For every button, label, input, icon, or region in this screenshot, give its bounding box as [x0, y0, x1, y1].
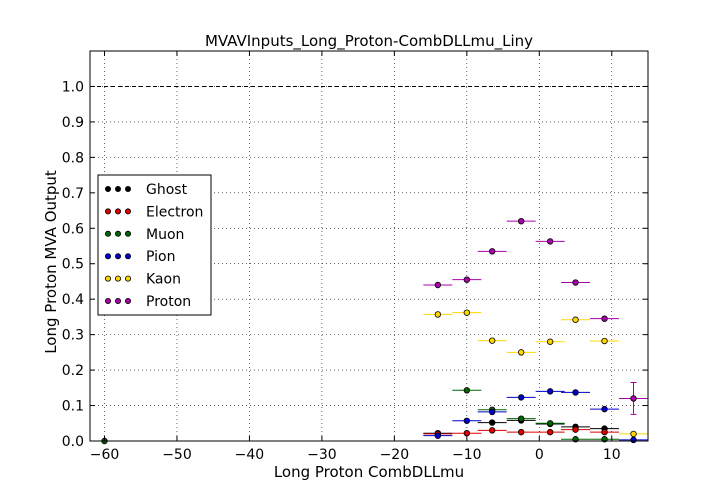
series-electron — [423, 426, 620, 438]
y-tick-label: 0.4 — [62, 292, 84, 308]
kaon-point — [463, 309, 471, 316]
legend-marker — [125, 230, 132, 237]
legend-marker — [115, 253, 122, 260]
pion-point — [463, 417, 471, 424]
proton-point — [517, 217, 525, 225]
legend-item-proton: Proton — [105, 294, 191, 310]
legend-marker — [125, 275, 132, 282]
legend-item-kaon: Kaon — [105, 272, 181, 288]
y-axis-title: Long Proton MVA Output — [42, 170, 60, 354]
x-tick-label: −60 — [90, 447, 120, 463]
kaon-point — [630, 430, 637, 438]
legend-marker — [105, 297, 112, 304]
kaon-point — [517, 349, 525, 356]
x-axis-title: Long Proton CombDLLmu — [274, 463, 464, 481]
pion-point — [630, 436, 637, 444]
series-muon — [90, 387, 620, 445]
electron-point — [546, 428, 554, 436]
legend-marker — [125, 253, 132, 260]
legend-item-muon: Muon — [105, 227, 184, 243]
kaon-point — [546, 338, 554, 345]
legend: Ghost Electron Muon Pion Kaon Proton — [97, 174, 212, 316]
y-tick-label: 0.3 — [62, 328, 84, 344]
y-tick-label: 0.5 — [62, 257, 84, 273]
legend-marker — [105, 208, 112, 215]
legend-label: Muon — [146, 227, 184, 243]
y-tick-label: 1.0 — [62, 79, 84, 95]
legend-marker — [115, 297, 122, 304]
kaon-point — [488, 337, 496, 344]
muon-point — [517, 415, 525, 422]
chart-title: MVAVInputs_Long_Proton-CombDLLmu_Liny — [205, 32, 533, 51]
legend-label: Kaon — [146, 272, 181, 288]
legend-item-pion: Pion — [105, 249, 175, 265]
legend-label: Proton — [146, 294, 191, 310]
legend-marker — [115, 185, 122, 192]
legend-marker — [115, 208, 122, 215]
legend-label: Pion — [146, 249, 175, 265]
ghost-point — [488, 419, 496, 426]
plot-frame — [89, 50, 649, 442]
electron-point — [463, 430, 471, 437]
legend-item-electron: Electron — [105, 204, 203, 220]
series-pion — [423, 388, 648, 444]
proton-point — [601, 315, 608, 322]
y-tick-label: 0.6 — [62, 221, 84, 237]
electron-point — [488, 427, 496, 434]
y-tick-label: 0.7 — [62, 186, 84, 202]
legend-box — [97, 174, 212, 316]
legend-marker — [105, 185, 112, 192]
axis-ticks: −60 −50 −40 −30 −20 −10 0 10 0.0 0.1 0.2 0.3 0.4 0.5 0… — [62, 51, 648, 463]
y-tick-label: 0.0 — [62, 434, 84, 450]
proton-point — [572, 279, 579, 286]
legend-marker — [115, 275, 122, 282]
y-tick-label: 0.9 — [62, 115, 84, 131]
kaon-point — [572, 316, 579, 323]
muon-point — [546, 420, 554, 427]
legend-marker — [115, 230, 122, 237]
pion-point — [488, 408, 496, 416]
pion-point — [546, 388, 554, 395]
legend-item-ghost: Ghost — [105, 182, 188, 198]
y-tick-label: 0.2 — [62, 363, 84, 379]
y-tick-label: 0.8 — [62, 150, 84, 166]
proton-point — [546, 238, 554, 245]
x-tick-label: −50 — [162, 447, 192, 463]
legend-marker — [125, 208, 132, 215]
x-tick-label: −40 — [235, 447, 265, 463]
y-tick-label: 0.1 — [62, 399, 84, 415]
x-tick-label: 0 — [535, 447, 544, 463]
electron-point — [572, 426, 579, 433]
proton-point — [630, 395, 637, 402]
legend-marker — [105, 275, 112, 282]
proton-point — [488, 248, 496, 255]
kaon-point — [601, 337, 608, 345]
legend-marker — [105, 230, 112, 237]
x-tick-label: −20 — [380, 447, 410, 463]
x-tick-label: −30 — [307, 447, 337, 463]
kaon-point — [434, 311, 442, 318]
pion-point — [601, 405, 608, 413]
x-tick-label: 10 — [603, 447, 621, 463]
proton-point — [434, 281, 442, 289]
pion-point — [517, 394, 525, 401]
muon-point — [463, 387, 471, 394]
electron-point — [517, 428, 525, 436]
legend-marker — [125, 185, 132, 192]
legend-marker — [105, 253, 112, 260]
legend-label: Electron — [146, 204, 203, 220]
legend-marker — [125, 297, 132, 304]
data-marks — [90, 217, 648, 445]
electron-point — [601, 428, 608, 436]
legend-label: Ghost — [146, 182, 188, 198]
series-kaon — [423, 309, 648, 438]
pion-point — [434, 432, 442, 439]
x-tick-label: −10 — [452, 447, 482, 463]
proton-point — [463, 276, 471, 283]
series-proton — [423, 217, 648, 415]
pion-point — [572, 389, 579, 396]
